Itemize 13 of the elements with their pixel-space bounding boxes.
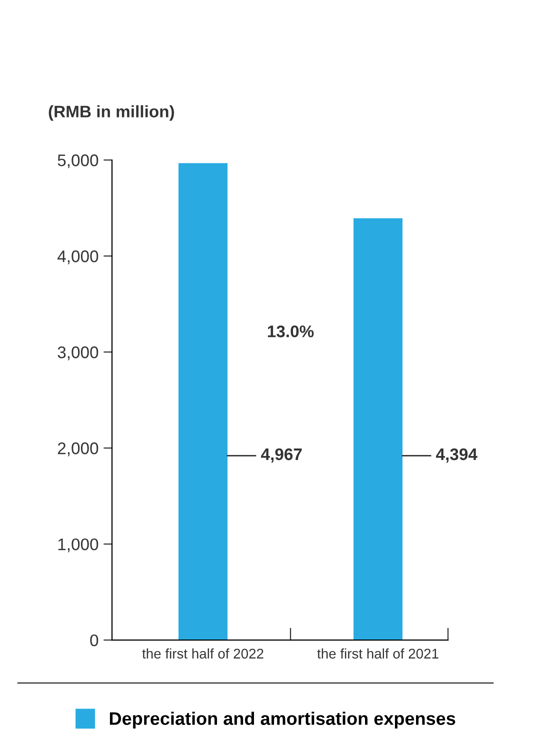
y-axis-title: (RMB in million) bbox=[48, 105, 174, 121]
y-tick-label: 0 bbox=[90, 634, 98, 646]
y-tick-label: 1,000 bbox=[58, 538, 98, 552]
annotation: 13.0% bbox=[268, 325, 314, 338]
x-tick-label: the first half of 2022 bbox=[142, 648, 264, 659]
data-label: 4,967 bbox=[261, 448, 302, 463]
legend-label: Depreciation and amortisation expenses bbox=[110, 712, 456, 729]
data-label: 4,394 bbox=[436, 448, 478, 463]
y-tick-label: 4,000 bbox=[57, 250, 98, 264]
y-tick-label: 3,000 bbox=[58, 346, 98, 360]
x-tick-label: the first half of 2021 bbox=[317, 648, 438, 659]
y-tick-label: 5,000 bbox=[58, 154, 98, 168]
y-tick-label: 2,000 bbox=[58, 442, 98, 456]
